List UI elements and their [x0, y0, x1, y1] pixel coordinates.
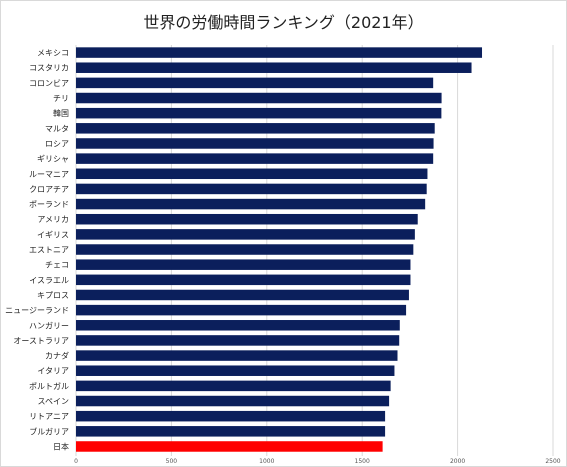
bar-14 — [76, 259, 411, 270]
category-label: イスラエル — [29, 276, 69, 285]
category-label: ロシア — [45, 139, 69, 148]
x-tick-label: 1000 — [259, 458, 274, 465]
chart-title: 世界の労働時間ランキング（2021年） — [143, 13, 424, 32]
bar-23 — [76, 395, 390, 407]
category-label: マルタ — [45, 124, 69, 133]
category-label: ギリシャ — [37, 155, 69, 164]
bar-18 — [76, 320, 400, 331]
bar-19 — [76, 335, 400, 346]
bar-11 — [76, 213, 418, 225]
bar-9 — [76, 183, 427, 195]
category-label: キプロス — [37, 291, 69, 300]
category-label: コスタリカ — [29, 64, 69, 73]
bar-13 — [76, 244, 414, 255]
category-label: ブルガリア — [29, 426, 69, 436]
bars — [76, 47, 483, 452]
x-tick-label: 2000 — [450, 458, 465, 465]
category-label: ハンガリー — [29, 320, 69, 330]
bar-2 — [76, 77, 434, 89]
category-label: イタリア — [37, 367, 69, 376]
bar-22 — [76, 380, 391, 392]
bar-17 — [76, 304, 407, 316]
bar-4 — [76, 107, 442, 119]
category-label: ルーマニア — [29, 170, 69, 179]
x-tick-label: 500 — [166, 458, 178, 465]
bar-6 — [76, 138, 434, 149]
category-label: クロアチア — [29, 185, 69, 194]
bar-21 — [76, 365, 395, 376]
category-label: チリ — [53, 94, 69, 103]
category-labels: メキシココスタリカコロンビアチリ韓国マルタロシアギリシャルーマニアクロアチアポー… — [5, 49, 69, 452]
bar-5 — [76, 123, 435, 134]
category-label: イギリス — [37, 230, 69, 239]
bar-24 — [76, 410, 386, 422]
category-label: カナダ — [45, 351, 69, 361]
category-label: 日本 — [53, 441, 69, 451]
category-label: メキシコ — [37, 49, 69, 58]
bar-16 — [76, 289, 409, 301]
category-label: コロンビア — [29, 79, 69, 88]
bar-7 — [76, 153, 434, 164]
category-label: チェコ — [45, 261, 69, 270]
bar-0 — [76, 47, 483, 58]
bar-3 — [76, 92, 442, 104]
category-label: オーストラリア — [13, 336, 69, 345]
category-label: アメリカ — [37, 215, 69, 224]
x-tick-label: 2500 — [545, 458, 560, 465]
bar-25 — [76, 426, 386, 437]
x-tick-label: 1500 — [355, 458, 370, 465]
bar-26 — [76, 441, 383, 452]
bar-15 — [76, 274, 411, 286]
bar-12 — [76, 229, 415, 240]
category-label: スペイン — [38, 397, 69, 406]
category-label: エストニア — [29, 246, 69, 255]
bar-10 — [76, 198, 426, 210]
category-label: 韓国 — [53, 108, 69, 118]
bar-8 — [76, 168, 428, 180]
category-label: リトアニア — [29, 412, 69, 421]
category-label: ポルトガル — [29, 381, 69, 391]
x-tick-label: 0 — [74, 458, 78, 465]
bar-20 — [76, 350, 398, 361]
bar-1 — [76, 62, 472, 73]
category-label: ポーランド — [29, 200, 69, 209]
category-label: ニュージーランド — [5, 306, 69, 315]
x-tick-labels: 0 500 1000 1500 2000 2500 — [74, 458, 561, 465]
